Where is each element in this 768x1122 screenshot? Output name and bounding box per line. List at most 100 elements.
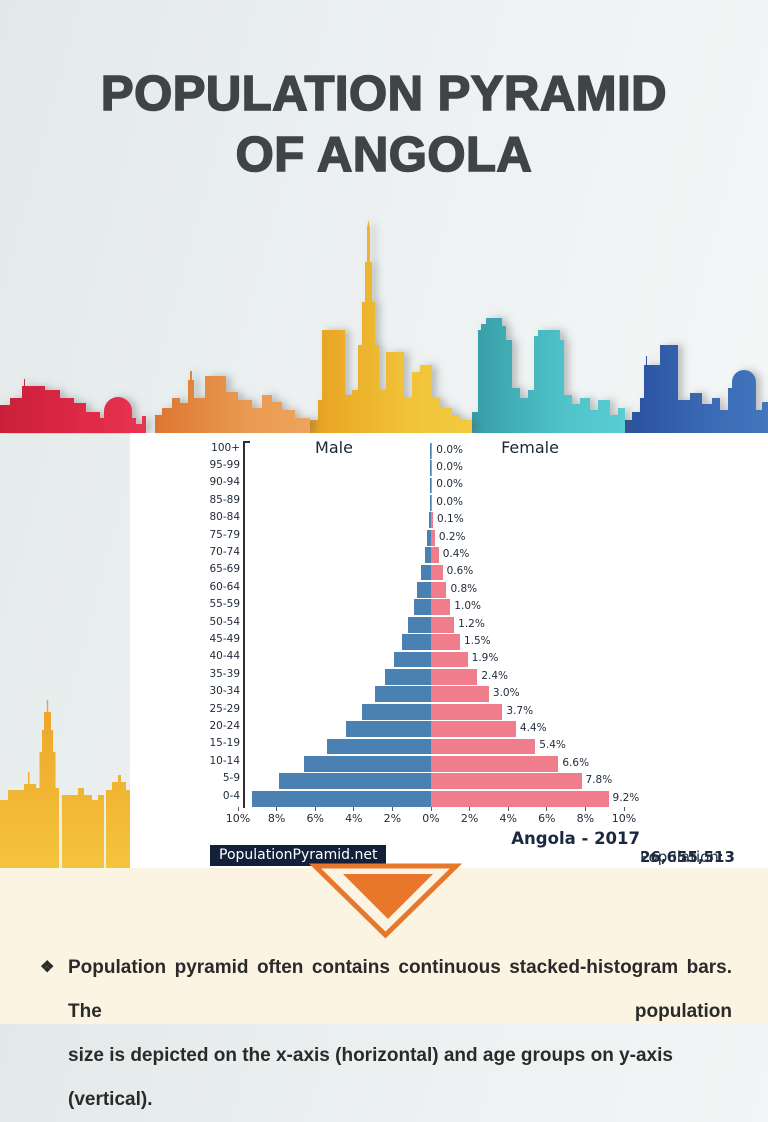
female-value-label: 0.4% xyxy=(442,547,470,560)
age-group-label: 95-99 xyxy=(209,458,240,471)
male-bar-0-4 xyxy=(251,790,431,807)
page-title-line2: OF ANGOLA xyxy=(235,127,533,183)
age-group-label: 70-74 xyxy=(209,545,240,558)
female-value-label: 4.4% xyxy=(519,721,547,734)
skyline-segment-red xyxy=(0,379,146,433)
age-group-label: 20-24 xyxy=(209,719,240,732)
female-value-label: 3.0% xyxy=(492,687,520,700)
female-bar-25-29 xyxy=(431,703,503,720)
female-header-label: Female xyxy=(501,438,559,457)
source-watermark: PopulationPyramid.net xyxy=(210,845,387,866)
female-bar-85-89 xyxy=(431,495,433,511)
x-axis-tick xyxy=(584,807,586,811)
female-value-label: 0.0% xyxy=(436,478,463,491)
female-value-label: 0.0% xyxy=(436,460,463,473)
female-value-label: 6.6% xyxy=(562,756,590,769)
population-label: Population: xyxy=(640,848,724,866)
male-bar-30-34 xyxy=(375,686,431,703)
female-bar-45-49 xyxy=(431,634,460,650)
male-bar-45-49 xyxy=(402,634,431,650)
age-group-label: 10-14 xyxy=(209,754,240,767)
left-skyline-image xyxy=(0,700,136,868)
female-value-label: 9.2% xyxy=(612,791,640,804)
x-axis-tick xyxy=(276,807,278,811)
x-axis-tick xyxy=(430,807,432,811)
female-bar-5-9 xyxy=(431,773,582,790)
female-bar-60-64 xyxy=(431,582,447,598)
y-axis-line xyxy=(243,441,245,808)
city-skyline-banner-image xyxy=(0,220,768,433)
x-axis-tick-label: 6% xyxy=(538,812,556,825)
x-axis-tick-label: 2% xyxy=(383,812,402,825)
down-arrow-icon xyxy=(308,863,463,939)
x-axis-tick xyxy=(314,807,316,811)
skyline-segment-teal xyxy=(472,318,625,433)
female-value-label: 1.9% xyxy=(471,652,499,665)
age-group-label: 75-79 xyxy=(209,528,240,541)
page-title: POPULATION PYRAMID OF ANGOLA xyxy=(0,64,768,186)
female-bar-20-24 xyxy=(431,721,516,737)
female-value-label: 0.8% xyxy=(450,582,478,595)
female-bar-10-14 xyxy=(431,756,559,772)
male-bar-100+ xyxy=(430,442,431,459)
x-axis-tick xyxy=(237,807,239,811)
male-bar-50-54 xyxy=(407,616,431,633)
female-value-label: 0.0% xyxy=(436,495,463,508)
female-bar-65-69 xyxy=(431,564,443,581)
age-group-label: 35-39 xyxy=(209,667,240,680)
skyline-segment-orange xyxy=(155,371,310,433)
female-bar-50-54 xyxy=(431,616,455,633)
male-bar-60-64 xyxy=(417,582,431,598)
page-title-line1: POPULATION PYRAMID xyxy=(100,66,668,122)
age-group-label: 90-94 xyxy=(209,476,240,489)
female-value-label: 0.6% xyxy=(446,565,474,578)
age-group-label: 80-84 xyxy=(209,511,240,524)
age-group-label: 85-89 xyxy=(209,493,240,506)
x-axis-tick xyxy=(391,807,393,811)
female-value-label: 5.4% xyxy=(539,739,566,752)
x-axis-tick-label: 8% xyxy=(267,812,286,825)
left-skyline-silhouette xyxy=(0,700,136,868)
male-bar-40-44 xyxy=(394,651,431,668)
footer-note: ❖ Population pyramid often contains cont… xyxy=(40,946,732,1122)
age-group-label: 25-29 xyxy=(209,702,240,715)
female-value-label: 0.1% xyxy=(437,513,464,526)
x-axis-tick xyxy=(623,807,625,811)
age-group-label: 30-34 xyxy=(209,685,240,698)
female-bar-100+ xyxy=(431,442,433,459)
chart-title: Angola - 2017 xyxy=(511,829,640,848)
age-group-label: 60-64 xyxy=(209,580,240,593)
female-value-label: 0.0% xyxy=(436,443,463,456)
female-bar-80-84 xyxy=(431,512,433,529)
male-bar-70-74 xyxy=(425,547,431,563)
male-bar-15-19 xyxy=(326,738,431,755)
age-group-label: 5-9 xyxy=(222,772,240,785)
female-bar-35-39 xyxy=(431,669,478,685)
population-value: 26,655,513 xyxy=(640,848,735,866)
x-axis-tick-label: 4% xyxy=(345,812,363,825)
x-axis-tick xyxy=(469,807,471,811)
x-axis-tick xyxy=(353,807,355,811)
age-group-label: 55-59 xyxy=(209,598,240,611)
male-bar-20-24 xyxy=(346,721,431,737)
footer-note-line2: size is depicted on the x-axis (horizont… xyxy=(68,1045,673,1110)
x-axis-tick-label: 2% xyxy=(460,812,479,825)
age-group-label: 0-4 xyxy=(222,789,240,802)
male-bar-55-59 xyxy=(413,599,431,616)
female-value-label: 1.5% xyxy=(463,634,491,647)
female-bar-75-79 xyxy=(431,529,435,546)
x-axis-tick-label: 6% xyxy=(306,812,324,825)
female-bar-30-34 xyxy=(431,686,489,703)
male-bar-90-94 xyxy=(430,477,431,494)
x-axis-tick-label: 0% xyxy=(422,812,440,825)
female-bar-15-19 xyxy=(431,738,536,755)
male-bar-65-69 xyxy=(421,564,431,581)
female-value-label: 2.4% xyxy=(481,669,508,682)
male-bar-10-14 xyxy=(303,756,431,772)
chart-caption: Angola - 2017 Population: 26,655,513 xyxy=(511,829,735,866)
female-value-label: 3.7% xyxy=(506,704,534,717)
age-group-label: 15-19 xyxy=(209,737,240,750)
x-axis-tick-label: 4% xyxy=(499,812,517,825)
female-value-label: 0.2% xyxy=(438,530,466,543)
male-bar-5-9 xyxy=(278,773,431,790)
